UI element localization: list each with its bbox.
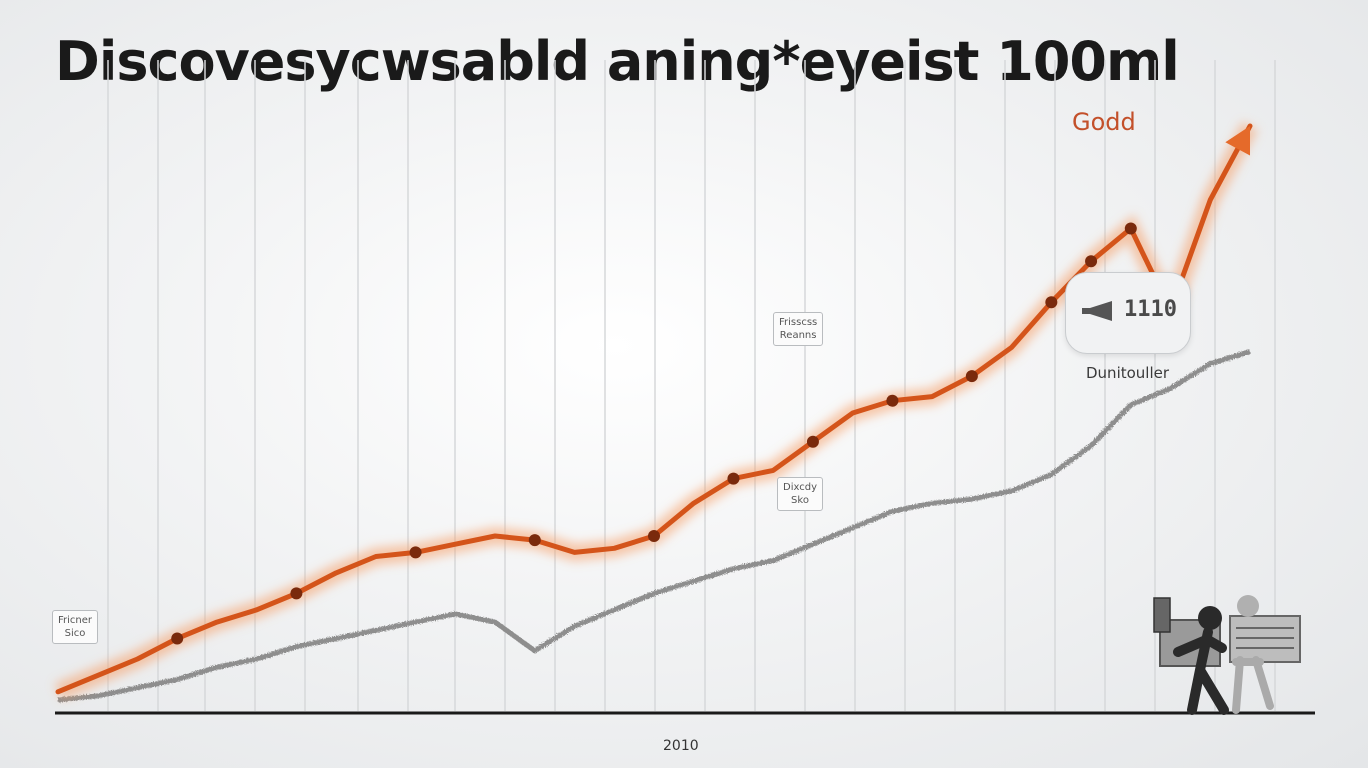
people-carrying-boxes-icon: [1153, 595, 1301, 715]
data-point-godd: [528, 534, 541, 547]
series-arrowhead-godd: [1225, 126, 1251, 156]
annotation-note-3: Dixcdy Sko: [777, 477, 823, 511]
data-point-godd: [806, 435, 819, 448]
annotation-2-line-2: Reanns: [779, 330, 817, 341]
data-point-godd: [171, 632, 184, 645]
vertical-gridlines: [107, 60, 1276, 711]
annotation-note-2: Frisscss Reanns: [773, 312, 824, 346]
data-point-godd: [1124, 222, 1137, 235]
value-callout: 1110: [1065, 272, 1191, 354]
callout-value: 1110: [1124, 297, 1177, 322]
megaphone-icon: [1082, 301, 1112, 321]
data-point-godd: [648, 530, 660, 542]
data-point-godd: [965, 370, 978, 383]
data-point-godd: [886, 394, 899, 407]
data-point-godd: [409, 546, 422, 559]
series-line-dunitouller: [57, 349, 1251, 703]
annotation-note-1: Fricner Sico: [52, 610, 99, 644]
series-label-godd: Godd: [1072, 108, 1136, 136]
series-layer: [54, 121, 1258, 703]
x-tick-label-2010: 2010: [663, 738, 699, 754]
data-point-godd: [727, 472, 740, 485]
annotation-3-line-2: Sko: [791, 495, 809, 506]
series-glow-godd: [54, 121, 1258, 701]
annotation-3-line-1: Dixcdy: [783, 482, 817, 493]
annotation-1-line-2: Sico: [64, 628, 86, 639]
data-point-godd: [1085, 255, 1098, 268]
series-label-dunitouller: Dunitouller: [1086, 364, 1170, 382]
annotation-2-line-1: Frisscss: [779, 317, 818, 328]
data-point-godd: [1045, 296, 1058, 309]
chart-title: Discovesycwsabld aning*eyeist 100ml: [55, 30, 1180, 93]
data-point-godd: [290, 587, 303, 600]
annotation-1-line-1: Fricner: [58, 615, 93, 626]
